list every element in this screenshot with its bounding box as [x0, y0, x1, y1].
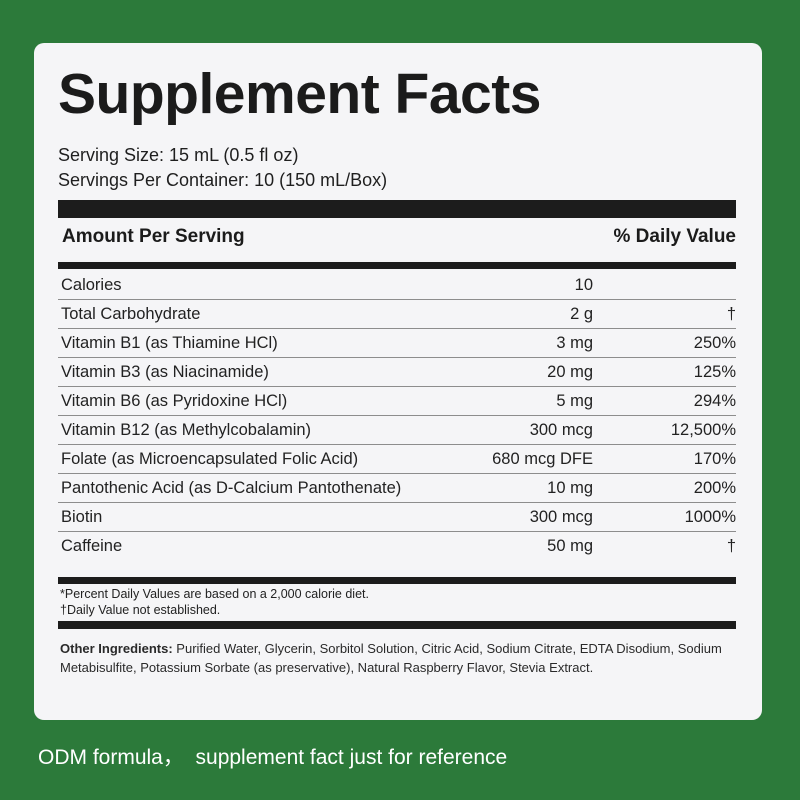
- nutrient-name: Vitamin B3 (as Niacinamide): [61, 363, 269, 381]
- reference-caption: ODM formula， supplement fact just for re…: [38, 746, 508, 769]
- nutrient-name: Calories: [61, 276, 122, 294]
- table-row: Vitamin B1 (as Thiamine HCl) 3 mg 250%: [58, 329, 736, 358]
- table-row: Biotin 300 mcg 1000%: [58, 503, 736, 532]
- nutrient-table: Calories 10 Total Carbohydrate 2 g † Vitamin …: [58, 271, 736, 561]
- nutrient-daily-value: 1000%: [684, 508, 736, 526]
- table-row: Pantothenic Acid (as D-Calcium Pantothen…: [58, 474, 736, 503]
- nutrient-name: Total Carbohydrate: [61, 305, 201, 323]
- nutrient-daily-value: 125%: [693, 363, 736, 381]
- servings-per-container: Servings Per Container: 10 (150 mL/Box): [58, 170, 388, 190]
- panel-title: Supplement Facts: [58, 62, 541, 126]
- nutrient-amount: 300 mcg: [529, 508, 593, 526]
- table-row: Calories 10: [58, 271, 736, 300]
- nutrient-amount: 2 g: [570, 305, 593, 323]
- nutrient-daily-value: †: [726, 537, 736, 555]
- nutrient-name: Caffeine: [61, 537, 123, 555]
- footnotes: *Percent Daily Values are based on a 2,0…: [60, 586, 369, 618]
- nutrient-amount: 680 mcg DFE: [492, 450, 593, 468]
- nutrient-amount: 50 mg: [547, 537, 593, 555]
- ingredients-label: Other Ingredients:: [60, 641, 173, 656]
- nutrient-amount: 3 mg: [556, 334, 593, 352]
- table-row: Total Carbohydrate 2 g †: [58, 300, 736, 329]
- nutrient-daily-value: 170%: [693, 450, 736, 468]
- nutrient-amount: 10 mg: [547, 479, 593, 497]
- table-row: Vitamin B12 (as Methylcobalamin) 300 mcg 1…: [58, 416, 736, 445]
- nutrient-amount: 20 mg: [547, 363, 593, 381]
- table-header: Amount Per Serving % Daily Value: [62, 226, 736, 248]
- ingredients-text: Purified Water, Glycerin, Sorbitol Solut…: [60, 641, 722, 675]
- nutrient-daily-value: †: [726, 305, 736, 323]
- nutrient-daily-value: 294%: [693, 392, 736, 410]
- nutrient-name: Vitamin B6 (as Pyridoxine HCl): [61, 392, 288, 410]
- nutrient-amount: 10: [574, 276, 593, 294]
- serving-info: Serving Size: 15 mL (0.5 fl oz) Servings…: [58, 143, 387, 193]
- nutrient-name: Pantothenic Acid (as D-Calcium Pantothen…: [61, 479, 402, 497]
- supplement-facts-panel: Supplement Facts Serving Size: 15 mL (0.…: [34, 43, 762, 720]
- nutrient-amount: 300 mcg: [529, 421, 593, 439]
- thick-divider: [58, 200, 736, 218]
- footnote-divider: [58, 577, 736, 584]
- table-row: Vitamin B6 (as Pyridoxine HCl) 5 mg 294%: [58, 387, 736, 416]
- ingredients-divider: [58, 621, 736, 629]
- nutrient-daily-value: 250%: [693, 334, 736, 352]
- other-ingredients: Other Ingredients: Purified Water, Glyce…: [60, 640, 740, 677]
- nutrient-daily-value: 200%: [693, 479, 736, 497]
- header-divider: [58, 262, 736, 269]
- nutrient-name: Biotin: [61, 508, 103, 526]
- nutrient-name: Vitamin B12 (as Methylcobalamin): [61, 421, 312, 439]
- daily-value-heading: % Daily Value: [613, 226, 736, 247]
- footnote-daily-values: *Percent Daily Values are based on a 2,0…: [60, 587, 369, 601]
- serving-size: Serving Size: 15 mL (0.5 fl oz): [58, 145, 299, 165]
- footnote-dagger: †Daily Value not established.: [60, 603, 221, 617]
- nutrient-daily-value: 12,500%: [670, 421, 736, 439]
- nutrient-name: Vitamin B1 (as Thiamine HCl): [61, 334, 278, 352]
- table-row: Caffeine 50 mg †: [58, 532, 736, 561]
- nutrient-amount: 5 mg: [556, 392, 593, 410]
- amount-per-serving-heading: Amount Per Serving: [62, 226, 245, 247]
- table-row: Folate (as Microencapsulated Folic Acid)…: [58, 445, 736, 474]
- nutrient-name: Folate (as Microencapsulated Folic Acid): [61, 450, 359, 468]
- table-row: Vitamin B3 (as Niacinamide) 20 mg 125%: [58, 358, 736, 387]
